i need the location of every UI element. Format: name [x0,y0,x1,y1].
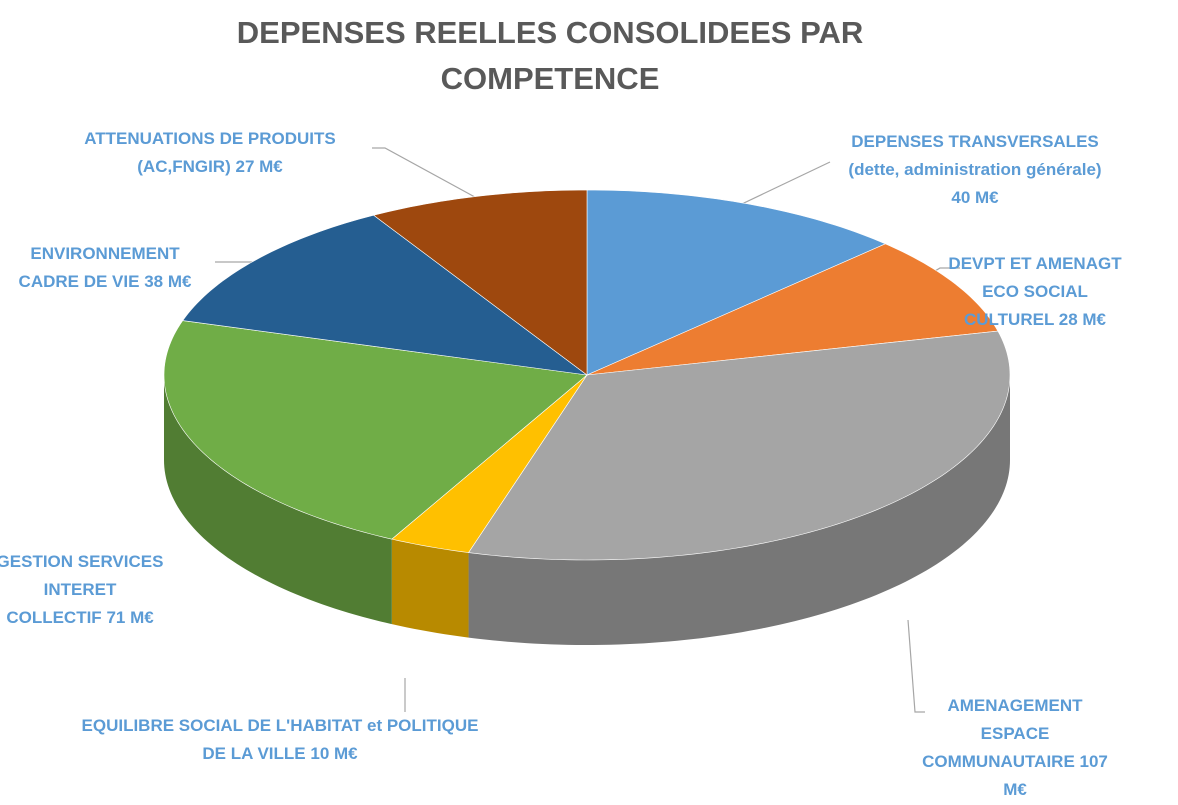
slice [373,189,588,376]
slice-sides [164,375,1010,645]
value-label: 38 M€ [144,272,192,291]
category-label: DEVPT ET AMENAGT ECO SOCIAL CULTUREL [948,254,1122,329]
slice-label: EQUILIBRE SOCIAL DE L'HABITAT et POLITIQ… [80,712,480,768]
value-label: 71 M€ [106,608,154,627]
value-label: 107 M€ [1003,752,1108,799]
value-label: 27 M€ [235,157,283,176]
slice-side [164,375,392,625]
slice-label: AMENAGEMENT ESPACE COMMUNAUTAIRE 107 M€ [915,692,1115,804]
leader-line [907,619,925,713]
slice-label: ENVIRONNEMENT CADRE DE VIE 38 M€ [5,240,205,296]
slice [163,320,588,540]
category-label: EQUILIBRE SOCIAL DE L'HABITAT et POLITIQ… [81,716,479,763]
slice [468,330,1011,561]
category-label: GESTION SERVICES INTERET COLLECTIF [0,552,164,627]
value-label: 10 M€ [310,744,358,763]
category-label: AMENAGEMENT ESPACE COMMUNAUTAIRE [922,696,1083,771]
slice [586,243,999,376]
slice-label: DEPENSES TRANSVERSALES (dette, administr… [845,128,1105,212]
value-label: 40 M€ [951,188,999,207]
value-label: 28 M€ [1058,310,1106,329]
category-label: ATTENUATIONS DE PRODUITS (AC,FNGIR) [84,129,336,176]
slice-label: ATTENUATIONS DE PRODUITS (AC,FNGIR) 27 M… [60,125,360,181]
slice [182,214,589,376]
slice-label: DEVPT ET AMENAGT ECO SOCIAL CULTUREL 28 … [940,250,1130,334]
slice [586,189,887,376]
slice-side [468,375,1010,645]
leader-line [372,147,496,209]
slice-label: GESTION SERVICES INTERET COLLECTIF 71 M€ [0,548,165,632]
slice [391,374,588,553]
chart-title: DEPENSES REELLES CONSOLIDEES PAR COMPETE… [236,15,864,96]
category-label: DEPENSES TRANSVERSALES (dette, administr… [848,132,1102,179]
slice-side [391,539,469,638]
category-label: ENVIRONNEMENT CADRE DE VIE [18,244,180,291]
